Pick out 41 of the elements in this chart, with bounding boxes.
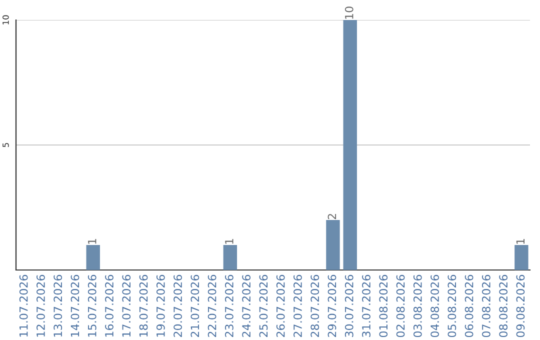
x-tick-label: 14.07.2026 [70,274,80,337]
bar [223,245,238,270]
x-tick-label: 29.07.2026 [328,274,336,337]
y-tick-label: 5 [2,143,9,148]
x-tick-label: 28.07.2026 [310,274,320,337]
x-tick-label: 17.07.2026 [122,274,131,337]
x-tick-label: 12.07.2026 [36,274,45,337]
x-tick-label: 13.07.2026 [54,274,62,337]
x-tick-label: 21.07.2026 [190,274,200,337]
x-tick-label: 25.07.2026 [259,274,268,337]
x-tick-label: 02.08.2026 [396,274,405,338]
x-tick-label: 23.07.2026 [224,274,234,337]
bar [514,245,528,270]
x-tick-label: 20.07.2026 [174,274,182,337]
data-label: 1 [516,238,524,244]
data-label: 1 [225,238,234,244]
x-tick-label: 19.07.2026 [156,274,165,337]
x-tick-label: 01.08.2026 [379,274,388,338]
x-tick-label: 08.08.2026 [499,274,508,338]
x-tick-label: 18.07.2026 [139,274,148,337]
x-tick-label: 27.07.2026 [294,274,302,337]
x-tick-label: 31.07.2026 [362,274,370,337]
bar [343,20,357,270]
x-tick-label: 07.08.2026 [482,274,490,338]
x-tick-label: 11.07.2026 [19,274,28,337]
data-label: 10 [344,6,354,19]
x-tick-label: 22.07.2026 [208,274,216,337]
x-tick-label: 05.08.2026 [448,274,456,338]
x-tick-label: 09.08.2026 [516,274,525,338]
data-label: 2 [328,214,336,220]
x-tick-label: 30.07.2026 [344,274,354,337]
data-label: 1 [88,238,96,244]
x-tick-label: 15.07.2026 [88,274,96,337]
x-tick-label: 16.07.2026 [105,274,114,337]
bar [86,245,100,270]
x-tick-label: 06.08.2026 [464,274,474,338]
bar [326,220,340,270]
x-tick-label: 24.07.2026 [242,274,251,337]
x-tick-label: 04.08.2026 [430,274,439,338]
x-tick-label: 03.08.2026 [413,274,422,338]
x-tick-label: 26.07.2026 [276,274,285,337]
